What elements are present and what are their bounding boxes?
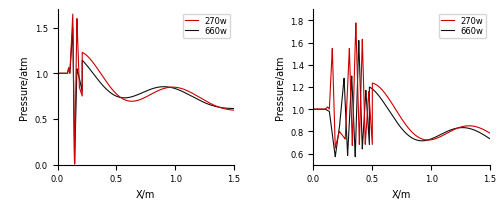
660w <box>122 97 128 100</box>
660w <box>426 139 432 142</box>
660w <box>487 138 493 140</box>
660w <box>231 108 237 110</box>
270w <box>487 132 493 135</box>
270w <box>72 163 78 165</box>
660w <box>72 163 78 165</box>
270w <box>332 147 338 149</box>
270w <box>170 87 175 89</box>
660w <box>160 86 166 89</box>
660w <box>70 27 76 30</box>
270w <box>416 137 422 139</box>
270w <box>200 98 205 101</box>
660w <box>186 94 192 97</box>
270w <box>54 73 60 75</box>
270w <box>186 91 192 94</box>
660w <box>200 101 205 104</box>
660w <box>54 73 60 75</box>
Line: 660w: 660w <box>58 29 234 164</box>
Legend: 270w, 660w: 270w, 660w <box>439 14 486 39</box>
X-axis label: X/m: X/m <box>392 189 411 199</box>
660w <box>170 87 175 90</box>
Y-axis label: Pressure/atm: Pressure/atm <box>19 55 29 120</box>
270w <box>70 14 76 16</box>
660w <box>416 140 422 142</box>
270w <box>426 139 432 142</box>
Y-axis label: Pressure/atm: Pressure/atm <box>275 55 285 120</box>
270w <box>231 109 237 112</box>
660w <box>86 68 92 71</box>
270w <box>310 108 316 111</box>
X-axis label: X/m: X/m <box>136 189 156 199</box>
660w <box>378 98 384 100</box>
660w <box>442 131 448 134</box>
270w <box>160 88 166 90</box>
660w <box>310 108 316 111</box>
660w <box>356 40 362 42</box>
270w <box>378 88 384 90</box>
270w <box>353 23 359 25</box>
Legend: 270w, 660w: 270w, 660w <box>183 14 230 39</box>
Line: 660w: 660w <box>314 41 490 157</box>
270w <box>122 99 128 102</box>
Line: 270w: 270w <box>58 15 234 164</box>
660w <box>342 110 348 112</box>
270w <box>342 131 348 133</box>
Line: 270w: 270w <box>314 24 490 148</box>
660w <box>352 156 358 158</box>
270w <box>456 127 462 129</box>
660w <box>456 127 462 129</box>
270w <box>442 133 448 136</box>
270w <box>86 58 92 60</box>
